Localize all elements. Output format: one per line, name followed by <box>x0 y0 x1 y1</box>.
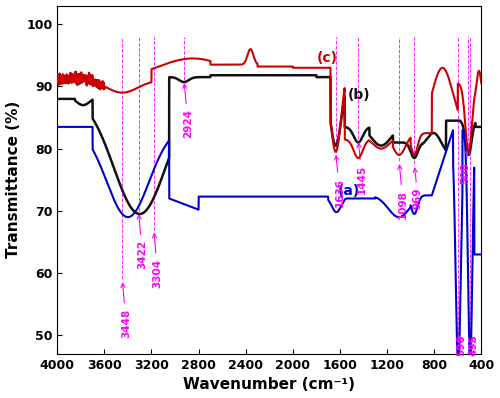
Text: (a): (a) <box>338 184 360 198</box>
Text: 1636: 1636 <box>334 156 344 207</box>
Text: 508: 508 <box>460 150 470 184</box>
Text: 3448: 3448 <box>121 283 131 338</box>
Text: 1445: 1445 <box>357 143 367 194</box>
Text: 2924: 2924 <box>182 84 193 138</box>
Text: 969: 969 <box>413 168 423 209</box>
Y-axis label: Transmittance (%): Transmittance (%) <box>6 101 20 258</box>
X-axis label: Wavenumber (cm⁻¹): Wavenumber (cm⁻¹) <box>184 377 356 392</box>
Text: 3422: 3422 <box>137 215 147 269</box>
Text: 1098: 1098 <box>398 165 408 219</box>
Text: 495: 495 <box>468 334 478 355</box>
Text: (b): (b) <box>348 88 371 102</box>
Text: 3304: 3304 <box>152 234 162 288</box>
Text: (c): (c) <box>316 51 338 64</box>
Text: 596: 596 <box>456 334 466 355</box>
